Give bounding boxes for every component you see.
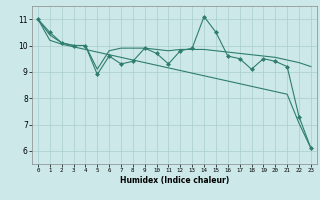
X-axis label: Humidex (Indice chaleur): Humidex (Indice chaleur)	[120, 176, 229, 185]
